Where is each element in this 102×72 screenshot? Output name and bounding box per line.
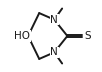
Text: N: N xyxy=(50,15,58,25)
Text: HO: HO xyxy=(14,31,30,41)
Text: N: N xyxy=(50,47,58,57)
Text: S: S xyxy=(84,31,91,41)
